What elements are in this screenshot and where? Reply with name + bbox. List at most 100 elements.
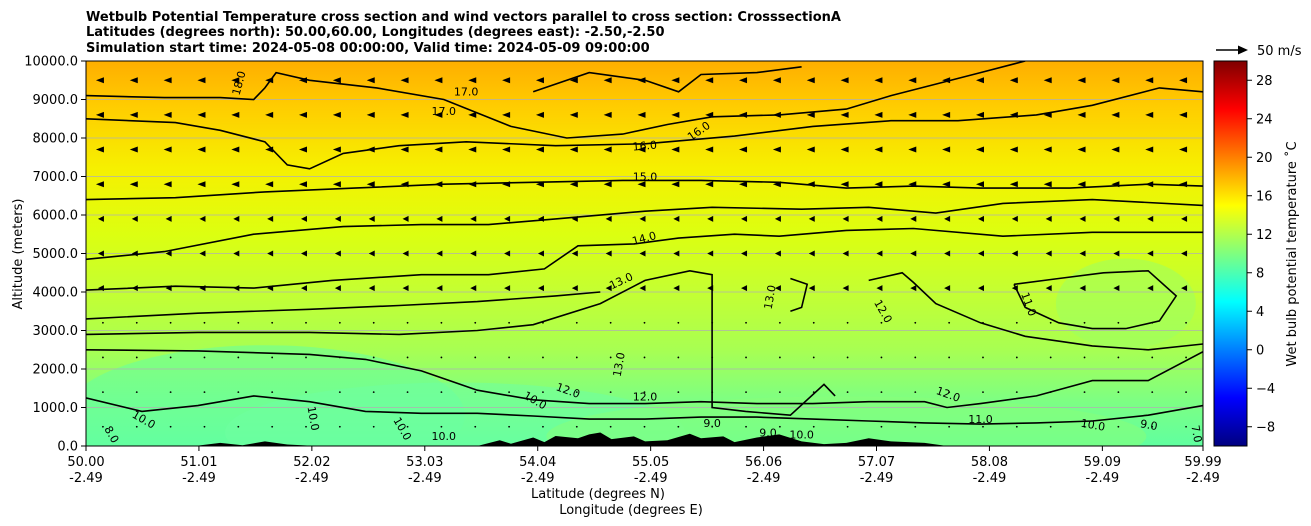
wind-vector xyxy=(1015,321,1018,324)
wind-vector xyxy=(468,146,477,153)
wind-vector xyxy=(271,425,274,428)
wind-vector xyxy=(305,321,307,324)
wind-vector xyxy=(474,425,477,428)
contour-label: 9.0 xyxy=(759,426,777,439)
wind-vector xyxy=(673,250,680,257)
wind-vector xyxy=(197,77,206,84)
wind-vector xyxy=(135,425,138,428)
wind-vector xyxy=(537,250,544,257)
wind-vector xyxy=(975,111,984,118)
wind-vector xyxy=(400,146,409,153)
wind-vector xyxy=(1011,215,1018,222)
wind-vector xyxy=(982,425,984,428)
wind-vector xyxy=(233,215,240,222)
wind-vector xyxy=(406,391,409,393)
contour-line xyxy=(86,61,1026,139)
x-tick-longitude: -2.49 xyxy=(973,471,1007,486)
wind-vector xyxy=(571,285,578,292)
wind-vector xyxy=(671,111,680,118)
wind-vector xyxy=(366,77,375,84)
wind-vector xyxy=(982,391,984,393)
wind-vector xyxy=(508,321,511,324)
terrain-silhouette xyxy=(86,432,1203,446)
wind-vector xyxy=(537,285,544,292)
wind-vector xyxy=(643,321,646,324)
wind-vector xyxy=(1145,111,1154,118)
contour-line xyxy=(86,198,1203,261)
wind-vector xyxy=(739,146,748,153)
wind-vector xyxy=(1015,391,1018,393)
wind-vector xyxy=(639,285,646,292)
wind-vector xyxy=(637,181,646,188)
wind-vector xyxy=(542,425,544,428)
wind-vector xyxy=(165,250,172,257)
wind-vector xyxy=(163,146,172,153)
wind-vector xyxy=(135,391,138,393)
wind-vector xyxy=(842,285,849,292)
wind-vector xyxy=(975,146,984,153)
wind-vector xyxy=(605,215,612,222)
wind-vector xyxy=(745,321,747,324)
wind-vector xyxy=(165,215,172,222)
wind-vector xyxy=(812,321,815,324)
wind-vector xyxy=(406,356,409,359)
wind-vector xyxy=(914,425,917,428)
wind-vector xyxy=(741,215,748,222)
wind-vector xyxy=(1117,321,1120,324)
wind-vector xyxy=(129,181,138,188)
x-tick-latitude: 59.99 xyxy=(1184,455,1221,470)
wind-vector xyxy=(908,146,917,153)
wind-vector xyxy=(1113,285,1120,292)
x-tick-latitude: 55.05 xyxy=(632,455,669,470)
wind-vector xyxy=(1015,356,1018,359)
wind-vector xyxy=(504,285,511,292)
wind-vector xyxy=(1117,356,1120,359)
wind-vector xyxy=(203,356,206,359)
x-axis-label-line-1: Latitude (degrees N) xyxy=(531,487,665,502)
wind-vector xyxy=(605,285,612,292)
wind-vector xyxy=(502,77,511,84)
contour-label: 10.0 xyxy=(305,405,322,431)
wind-vector xyxy=(880,425,883,428)
wind-vector xyxy=(97,215,104,222)
wind-vector xyxy=(812,356,815,359)
wind-vector xyxy=(745,356,747,359)
contour-label: 10.0 xyxy=(789,428,814,441)
wind-vector xyxy=(910,250,917,257)
wind-vector xyxy=(1077,146,1086,153)
wind-vector xyxy=(1045,285,1052,292)
contour-line xyxy=(86,87,1203,170)
wind-vector xyxy=(808,285,815,292)
x-tick-latitude: 58.08 xyxy=(971,455,1008,470)
x-tick-longitude: -2.49 xyxy=(182,471,216,486)
wind-vector xyxy=(95,77,104,84)
wind-vector xyxy=(778,391,781,393)
wind-vector xyxy=(1151,425,1154,428)
wind-vector xyxy=(203,391,206,393)
wind-vector xyxy=(1151,356,1154,359)
wind-vector xyxy=(102,321,104,324)
wind-vector xyxy=(1049,425,1052,428)
wind-vector xyxy=(1113,250,1120,257)
x-tick-longitude: -2.49 xyxy=(860,471,894,486)
wind-vector xyxy=(840,181,849,188)
wind-vector xyxy=(1045,250,1052,257)
wind-vector xyxy=(504,215,511,222)
wind-vector xyxy=(169,425,172,428)
contour-label: 9.0 xyxy=(703,417,721,430)
x-tick-longitude: -2.49 xyxy=(521,471,555,486)
wind-vector xyxy=(169,391,172,393)
wind-vector xyxy=(1079,285,1086,292)
x-tick-latitude: 56.06 xyxy=(745,455,782,470)
wind-vector xyxy=(301,250,308,257)
wind-vector xyxy=(1111,111,1120,118)
wind-vector xyxy=(910,285,917,292)
wind-vector xyxy=(1083,425,1086,428)
wind-vector xyxy=(1185,391,1187,393)
wind-vector xyxy=(944,215,951,222)
wind-vector xyxy=(468,111,477,118)
contour-label: 17.0 xyxy=(432,105,457,118)
wind-vector xyxy=(102,425,104,428)
wind-vector xyxy=(609,391,612,393)
wind-vector xyxy=(267,250,274,257)
